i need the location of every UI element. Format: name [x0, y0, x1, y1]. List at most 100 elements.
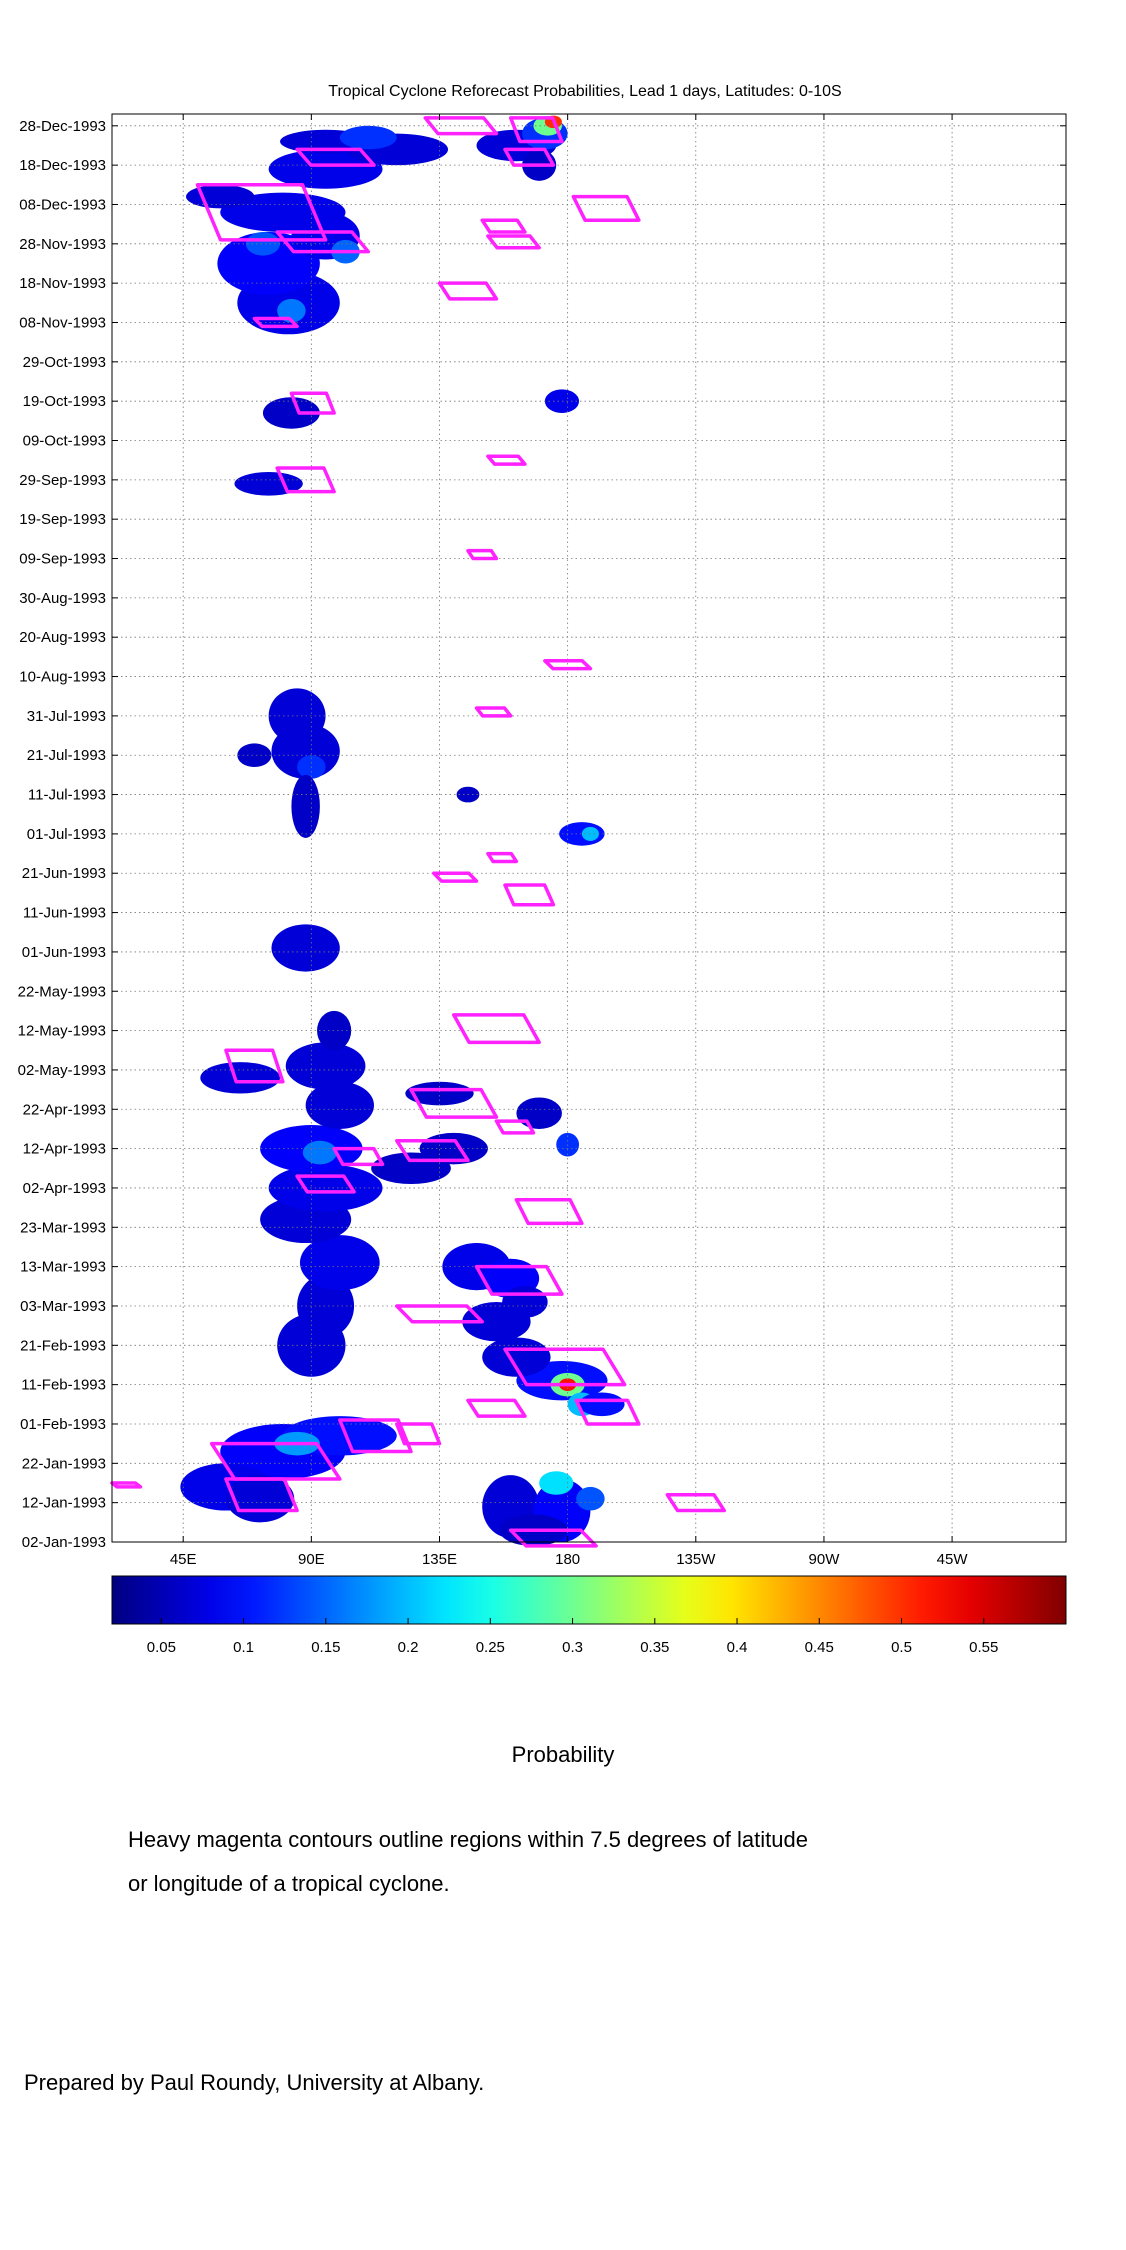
grid-lines — [112, 114, 1066, 1543]
y-tick-label: 12-Jan-1993 — [22, 1495, 106, 1512]
y-tick-label: 09-Sep-1993 — [19, 551, 106, 568]
tc-contour — [466, 548, 499, 561]
y-tick-label: 11-Jun-1993 — [23, 905, 106, 922]
caption-line-2: or longitude of a tropical cyclone. — [128, 1871, 450, 1896]
y-tick-label: 18-Nov-1993 — [19, 275, 106, 292]
probability-blob — [285, 1042, 366, 1090]
x-tick-label: 135E — [422, 1551, 457, 1568]
x-tick-label: 135W — [676, 1551, 716, 1568]
colorbar-tick-label: 0.4 — [727, 1639, 748, 1656]
tc-contour — [209, 1441, 342, 1481]
probability-blob — [544, 389, 580, 413]
probability-blob — [482, 1337, 551, 1377]
tc-contour — [224, 1477, 299, 1513]
y-tick-label: 29-Sep-1993 — [19, 472, 106, 489]
tc-contour — [503, 883, 556, 907]
tc-contour — [474, 706, 513, 718]
colorbar-tick-label: 0.05 — [147, 1639, 176, 1656]
colorbar-ticks: 0.05 0.1 0.15 0.2 0.25 0.3 0.35 0.4 0.45 0.5 0.55 — [147, 1618, 998, 1656]
colorbar-label: Probability — [511, 1742, 615, 1767]
colorbar-tick-label: 0.2 — [398, 1639, 419, 1656]
probability-blob — [291, 774, 320, 838]
tc-contour — [395, 1422, 442, 1446]
tc-contour — [514, 1198, 584, 1226]
y-tick-label: 09-Oct-1993 — [23, 433, 106, 450]
caption-note: Heavy magenta contours outline regions w… — [128, 1818, 1028, 1906]
probability-blob — [579, 1392, 625, 1417]
tc-contour — [395, 1304, 484, 1324]
probability-blob — [297, 1274, 355, 1338]
y-tick-label: 22-Jan-1993 — [22, 1455, 106, 1472]
tc-contour — [395, 1138, 470, 1163]
y-tick-label: 29-Oct-1993 — [23, 354, 106, 371]
tc-contour — [295, 147, 376, 167]
probability-blob — [305, 1081, 374, 1129]
probability-blob — [220, 192, 346, 233]
colorbar-tick-label: 0.1 — [233, 1639, 254, 1656]
probability-blob — [576, 1486, 605, 1511]
tc-contour — [543, 659, 593, 671]
y-tick-label: 22-Apr-1993 — [23, 1101, 106, 1118]
y-tick-label: 20-Aug-1993 — [19, 629, 106, 646]
x-tick-label: 45E — [170, 1551, 197, 1568]
probability-blob — [299, 1235, 380, 1291]
probability-blob — [539, 1471, 574, 1495]
tc-contour — [409, 1087, 499, 1119]
tc-contour — [508, 116, 564, 144]
y-tick-label: 19-Sep-1993 — [19, 511, 106, 528]
colorbar-gradient — [111, 1575, 1067, 1625]
y-tick-label: 01-Jun-1993 — [22, 944, 106, 961]
tc-contour — [224, 1048, 285, 1084]
y-tick-label: 01-Jul-1993 — [27, 826, 106, 843]
tc-contour — [571, 194, 641, 222]
tc-contour — [466, 1398, 527, 1418]
tc-contour — [486, 454, 527, 466]
colorbar-tick-label: 0.35 — [640, 1639, 669, 1656]
y-tick-label: 02-May-1993 — [18, 1062, 106, 1079]
y-tick-label: 11-Jul-1993 — [28, 787, 106, 804]
probability-blob — [405, 1081, 474, 1106]
y-tick-label: 02-Apr-1993 — [23, 1180, 106, 1197]
colorbar-tick-label: 0.3 — [562, 1639, 583, 1656]
probability-blob — [317, 1010, 352, 1051]
probability-blob — [245, 232, 281, 256]
heatmap-layer — [180, 115, 625, 1546]
caption-line-1: Heavy magenta contours outline regions w… — [128, 1827, 808, 1852]
tc-contour — [195, 183, 328, 242]
y-tick-label: 01-Feb-1993 — [20, 1416, 106, 1433]
x-tick-label: 90W — [809, 1551, 841, 1568]
plot-frame — [111, 113, 1067, 1543]
y-tick-label: 03-Mar-1993 — [20, 1298, 106, 1315]
y-tick-label: 10-Aug-1993 — [19, 669, 106, 686]
probability-blob — [277, 298, 306, 323]
y-tick-label: 22-May-1993 — [18, 983, 106, 1000]
tc-contour — [437, 281, 499, 301]
y-tick-label: 21-Jul-1993 — [27, 747, 106, 764]
probability-blob — [200, 1062, 281, 1094]
probability-blob — [302, 1140, 337, 1165]
probability-blob — [516, 1097, 562, 1129]
tc-contour — [480, 218, 527, 234]
tc-contour — [451, 1013, 541, 1045]
tc-contour — [332, 1146, 385, 1167]
tc-contour — [486, 234, 541, 250]
colorbar-tick-label: 0.15 — [311, 1639, 340, 1656]
tc-contour — [252, 316, 299, 329]
y-tick-label: 28-Nov-1993 — [19, 236, 106, 253]
tc-contour — [474, 1264, 564, 1296]
tc-contour — [110, 1481, 143, 1489]
y-tick-label: 12-Apr-1993 — [23, 1141, 106, 1158]
tc-contour — [289, 391, 336, 415]
y-tick-label: 08-Nov-1993 — [19, 314, 106, 331]
y-axis-ticks: 02-Jan-1993 12-Jan-1993 22-Jan-1993 01-Feb-… — [18, 118, 1066, 1551]
probability-blob — [237, 743, 272, 768]
tc-contour — [295, 1174, 356, 1194]
colorbar: 0.05 0.1 0.15 0.2 0.25 0.3 0.35 0.4 0.45 0.5 0.55 — [111, 1575, 1067, 1656]
y-tick-label: 21-Feb-1993 — [20, 1337, 106, 1354]
credit-line: Prepared by Paul Roundy, University at A… — [24, 2070, 485, 2095]
y-tick-label: 23-Mar-1993 — [20, 1219, 106, 1236]
tc-contour — [486, 851, 519, 864]
probability-blob — [339, 125, 397, 150]
x-axis-ticks: 45E 90E 135E 180 135W 90W 45W — [170, 114, 968, 1568]
tc-contour — [432, 871, 479, 883]
